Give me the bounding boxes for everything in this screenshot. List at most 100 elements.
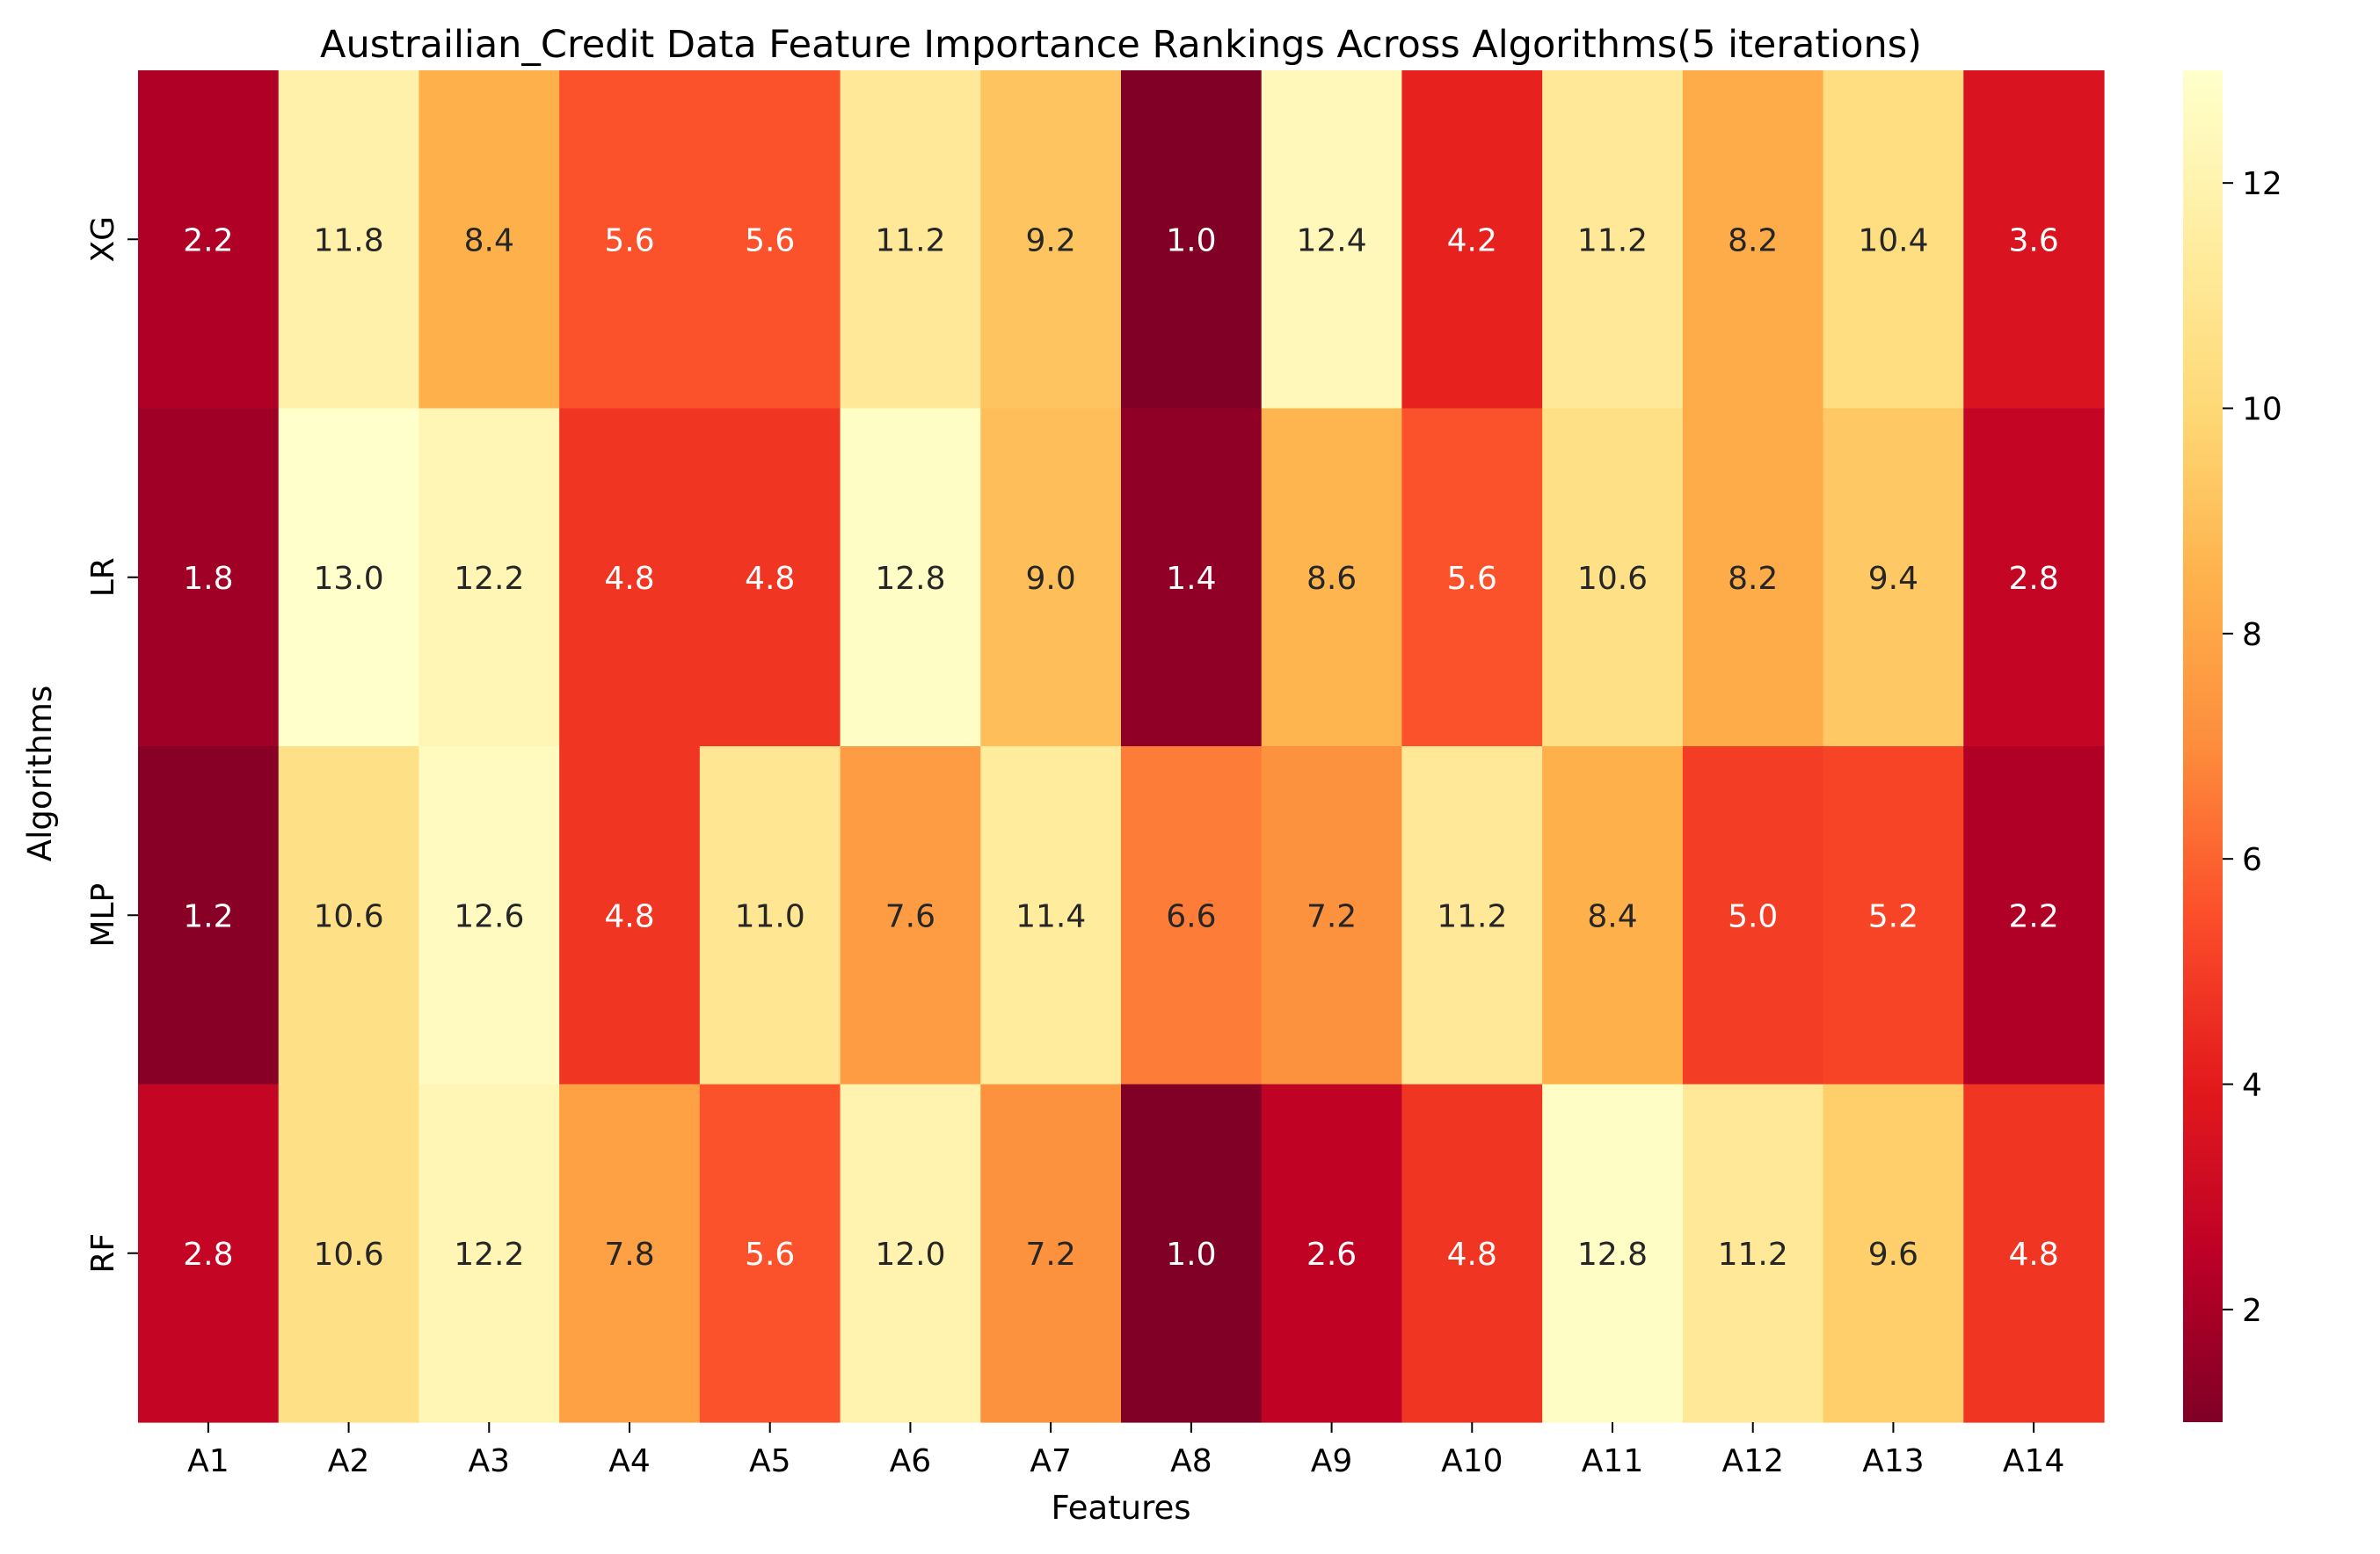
cell-value-label: 5.0: [1728, 898, 1778, 934]
cell-value-label: 11.2: [1437, 898, 1507, 934]
cell-value-label: 11.0: [735, 898, 805, 934]
cell-value-label: 11.2: [1577, 222, 1648, 258]
heatmap-cell: [1823, 1084, 1964, 1423]
heatmap-cell: [840, 1084, 981, 1423]
cell-value-label: 10.6: [313, 1237, 383, 1273]
heatmap-cell: [1401, 70, 1543, 410]
heatmap-cell: [1542, 408, 1684, 747]
heatmap-cell: [278, 70, 420, 410]
y-tick-label: XG: [85, 216, 121, 263]
colorbar-ticks: 2 4 6 8 10 12: [2223, 166, 2282, 1329]
cell-value-label: 8.4: [464, 222, 514, 258]
cell-value-label: 10.4: [1858, 222, 1928, 258]
heatmap-cell: [980, 408, 1122, 747]
heatmap-cell: [559, 1084, 701, 1423]
x-tick-label: A1: [187, 1443, 229, 1479]
cell-value-label: 2.8: [183, 1237, 233, 1273]
cell-value-label: 7.2: [1306, 898, 1357, 934]
colorbar-tick-label: 10: [2242, 392, 2282, 428]
x-tick-label: A2: [328, 1443, 370, 1479]
heatmap-cell: [1682, 408, 1824, 747]
cell-value-label: 4.8: [604, 561, 654, 597]
heatmap-cell: [980, 1084, 1122, 1423]
heatmap-cell: [1121, 408, 1263, 747]
heatmap-cell: [1401, 408, 1543, 747]
heatmap-cell: [699, 746, 841, 1086]
x-tick-label: A6: [890, 1443, 932, 1479]
heatmap-cell: [1121, 1084, 1263, 1423]
cell-value-label: 7.8: [604, 1237, 654, 1273]
cell-value-label: 10.6: [313, 898, 383, 934]
cell-value-label: 4.8: [745, 561, 795, 597]
cell-value-label: 12.0: [875, 1237, 945, 1273]
cell-value-label: 12.2: [454, 561, 524, 597]
heatmap-cells: 2.2 11.8 8.4 5.6 5.6 11.2 9.2 1.0 12.4 4.2 11.2 8.2…: [138, 70, 2105, 1423]
x-tick-label: A7: [1030, 1443, 1072, 1479]
cell-value-label: 9.6: [1868, 1237, 1918, 1273]
x-axis-ticks: A1 A2 A3 A4 A5 A6 A7 A8 A9 A10 A11 A12 A13 A14: [187, 1422, 2064, 1479]
x-tick-label: A8: [1170, 1443, 1212, 1479]
heatmap-cell: [1261, 1084, 1403, 1423]
cell-value-label: 12.4: [1296, 222, 1366, 258]
y-axis-ticks: XG LR MLP RF: [85, 216, 138, 1274]
heatmap-cell: [1963, 1084, 2105, 1423]
cell-value-label: 4.8: [1447, 1237, 1497, 1273]
cell-value-label: 5.6: [745, 1237, 795, 1273]
y-tick-label: MLP: [85, 883, 121, 948]
x-tick-label: A10: [1441, 1443, 1503, 1479]
heatmap-cell: [1682, 746, 1824, 1086]
cell-value-label: 11.8: [313, 222, 383, 258]
cell-value-label: 1.0: [1166, 222, 1216, 258]
cell-value-label: 8.2: [1728, 561, 1778, 597]
heatmap-cell: [138, 1084, 280, 1423]
heatmap-cell: [1401, 1084, 1543, 1423]
x-tick-label: A3: [469, 1443, 511, 1479]
cell-value-label: 3.6: [2009, 222, 2059, 258]
heatmap-cell: [699, 408, 841, 747]
heatmap-cell: [1542, 746, 1684, 1086]
x-tick-label: A11: [1582, 1443, 1643, 1479]
cell-value-label: 9.2: [1026, 222, 1076, 258]
heatmap-cell: [559, 746, 701, 1086]
cell-value-label: 5.6: [604, 222, 654, 258]
heatmap-cell: [980, 70, 1122, 410]
x-tick-label: A14: [2003, 1443, 2064, 1479]
colorbar-tick-label: 8: [2242, 617, 2262, 653]
cell-value-label: 11.2: [875, 222, 945, 258]
cell-value-label: 2.8: [2009, 561, 2059, 597]
heatmap-cell: [840, 746, 981, 1086]
heatmap-cell: [1261, 746, 1403, 1086]
colorbar-tick-label: 2: [2242, 1293, 2262, 1329]
heatmap-cell: [699, 70, 841, 410]
heatmap-cell: [138, 70, 280, 410]
heatmap-cell: [840, 70, 981, 410]
x-tick-label: A13: [1862, 1443, 1924, 1479]
heatmap-cell: [1542, 1084, 1684, 1423]
heatmap-cell: [419, 746, 560, 1086]
heatmap-cell: [1261, 408, 1403, 747]
x-tick-label: A9: [1311, 1443, 1353, 1479]
cell-value-label: 5.6: [745, 222, 795, 258]
chart-title: Austrailian_Credit Data Feature Importan…: [320, 23, 1922, 67]
heatmap-cell: [138, 408, 280, 747]
y-tick-label: LR: [85, 557, 121, 597]
cell-value-label: 5.2: [1868, 898, 1918, 934]
cell-value-label: 8.6: [1306, 561, 1357, 597]
cell-value-label: 2.2: [183, 222, 233, 258]
cell-value-label: 13.0: [313, 561, 383, 597]
cell-value-label: 7.2: [1026, 1237, 1076, 1273]
x-tick-label: A12: [1721, 1443, 1783, 1479]
heatmap-cell: [559, 408, 701, 747]
colorbar-tick-label: 6: [2242, 842, 2262, 878]
heatmap-cell: [278, 1084, 420, 1423]
heatmap-cell: [1963, 746, 2105, 1086]
heatmap-cell: [1823, 408, 1964, 747]
colorbar-tick-label: 12: [2242, 166, 2282, 202]
heatmap-cell: [699, 1084, 841, 1423]
x-tick-label: A5: [749, 1443, 791, 1479]
cell-value-label: 1.4: [1166, 561, 1216, 597]
heatmap-cell: [1401, 746, 1543, 1086]
heatmap-cell: [840, 408, 981, 747]
cell-value-label: 2.2: [2009, 898, 2059, 934]
